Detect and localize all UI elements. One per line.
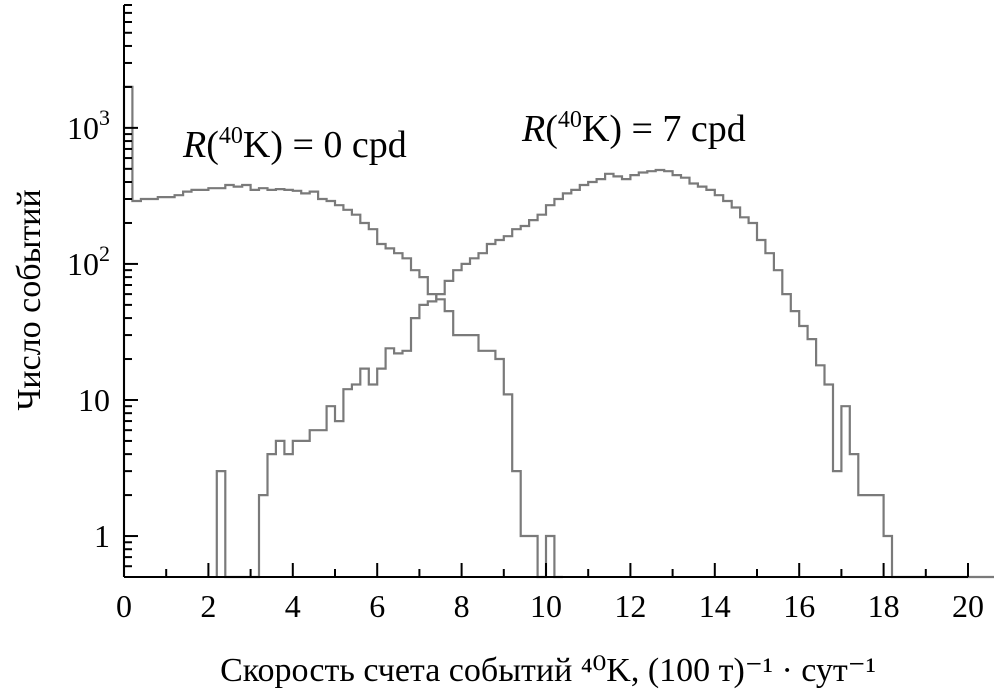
x-tick-label: 0 [116,588,132,624]
series-label-7cpd: R(40K) = 7 cpd [521,107,746,150]
plot-area [122,85,994,579]
x-axis-title: Скорость счета событий ⁴⁰K, (100 т)⁻¹ · … [220,652,876,689]
series-label-0cpd: R(40K) = 0 cpd [182,123,407,166]
x-tick-label: 10 [530,588,562,624]
histogram-series-2 [215,168,994,579]
x-tick-label: 6 [369,588,385,624]
y-axis-title: Число событий [11,189,48,410]
x-tick-label: 8 [454,588,470,624]
histogram-series-1 [122,85,563,579]
x-tick-label: 20 [952,588,984,624]
x-tick-label: 12 [614,588,646,624]
y-tick-label: 102 [67,241,110,282]
x-tick-label: 18 [868,588,900,624]
y-tick-label: 1 [94,518,110,554]
y-tick-label: 103 [67,105,110,146]
y-tick-label: 10 [78,382,110,418]
x-tick-label: 4 [285,588,301,624]
x-tick-label: 16 [783,588,815,624]
x-tick-label: 2 [200,588,216,624]
axes: 0 2 4 6 8 10 12 14 16 18 20 1 10 102 103 [67,4,984,624]
x-tick-label: 14 [699,588,731,624]
